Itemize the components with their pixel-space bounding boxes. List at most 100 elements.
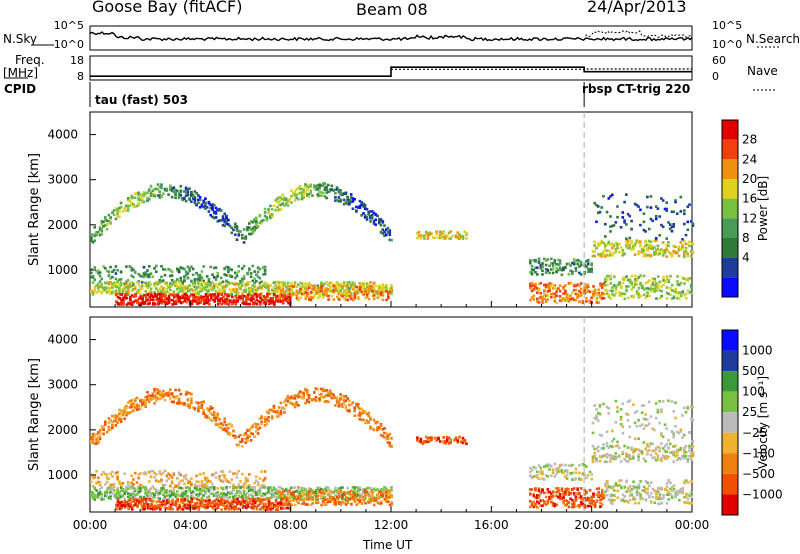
velocity-panel-cell	[288, 489, 292, 493]
velocity-panel-cell	[143, 507, 146, 511]
velocity-panel-cell	[139, 483, 142, 487]
velocity-panel-cell	[348, 410, 351, 413]
velocity-panel-cell	[325, 497, 329, 501]
power-panel-cell	[186, 190, 190, 194]
power-panel-cell	[293, 199, 297, 202]
velocity-panel-cell	[211, 501, 215, 504]
power-panel-cell	[249, 286, 253, 290]
power-panel-cell	[541, 297, 544, 300]
power-panel-cell	[639, 251, 642, 254]
power-panel-cell	[258, 267, 262, 271]
velocity-panel-cell	[328, 389, 332, 392]
velocity-panel-cell	[225, 486, 228, 489]
velocity-panel-cell	[155, 473, 158, 476]
power-panel-frame	[89, 111, 693, 308]
power-panel-cell	[530, 281, 534, 285]
power-panel-cell	[262, 301, 266, 305]
power-panel-cell	[346, 281, 349, 284]
power-panel-cell	[170, 274, 174, 277]
velocity-panel-cell	[334, 489, 337, 492]
power-panel-cell	[567, 282, 571, 285]
power-panel-cell	[586, 270, 590, 273]
velocity-panel-cell	[167, 497, 170, 500]
power-panel-cell	[176, 288, 179, 291]
power-panel-cell	[560, 273, 564, 276]
velocity-panel-cell	[344, 496, 348, 499]
power-panel-cell	[632, 295, 635, 299]
power-panel-cell	[630, 239, 633, 243]
power-panel-cell	[269, 301, 273, 305]
velocity-panel-cell	[181, 402, 184, 405]
velocity-panel-cell	[107, 425, 111, 429]
power-panel-cell	[302, 190, 306, 193]
power-panel-cell	[270, 292, 274, 295]
velocity-panel-cell	[214, 416, 218, 420]
power-panel-cell	[153, 267, 156, 270]
power-panel-cell	[298, 184, 302, 188]
power-panel-cell	[169, 293, 173, 296]
power-panel-cell	[390, 289, 394, 293]
power-panel-cell	[336, 295, 339, 299]
power-panel-cell	[190, 200, 193, 203]
power-panel-cell	[370, 210, 374, 213]
velocity-panel-cell	[165, 490, 169, 494]
velocity-panel-cell	[163, 495, 167, 498]
power-panel-cell	[147, 275, 151, 279]
power-panel-cell	[198, 282, 202, 286]
velocity-panel-cell	[152, 505, 155, 509]
nave-right-tick: 0	[712, 70, 719, 83]
power-panel-cell	[263, 281, 267, 285]
power-panel-cell	[281, 287, 285, 290]
power-panel-cell	[139, 295, 143, 298]
power-panel-cell	[253, 225, 256, 229]
velocity-panel-cell	[363, 421, 367, 425]
velocity-panel-cell	[232, 505, 236, 508]
power-panel-cell	[255, 288, 258, 292]
power-panel-cell	[529, 284, 532, 288]
velocity-panel-cell	[142, 402, 146, 405]
velocity-panel-cell	[255, 422, 258, 426]
velocity-panel-cell	[135, 405, 139, 409]
power-panel-cell	[337, 190, 341, 194]
velocity-panel-cell	[128, 411, 132, 414]
velocity-panel-cell	[281, 494, 285, 498]
power-panel-cell	[604, 284, 607, 287]
power-panel-cell	[190, 288, 193, 291]
velocity-panel-cell	[130, 508, 134, 511]
power-panel-cell	[539, 281, 543, 285]
power-panel-cell	[183, 288, 186, 292]
velocity-panel-cell	[130, 500, 134, 504]
velocity-panel-cell	[141, 497, 144, 501]
power-panel-cell	[228, 267, 232, 271]
velocity-panel-cell	[197, 409, 200, 413]
velocity-panel-cell	[274, 495, 277, 499]
power-panel-cell	[255, 293, 259, 296]
power-panel-cell	[648, 287, 651, 291]
power-panel-cell	[283, 291, 286, 294]
power-panel-cell	[607, 197, 611, 200]
power-panel-cell	[112, 284, 116, 287]
power-panel-cell	[626, 241, 630, 244]
velocity-panel-cell	[102, 432, 105, 436]
power-panel-cell	[374, 223, 377, 226]
power-panel-cell	[548, 287, 551, 290]
velocity-panel-cell	[151, 392, 155, 396]
power-panel-cell	[665, 201, 668, 204]
power-panel-cell	[258, 281, 262, 285]
power-panel-cell	[529, 286, 532, 290]
velocity-panel-cell	[91, 432, 95, 436]
velocity-panel-cell	[344, 395, 348, 398]
power-panel-cell	[223, 267, 226, 270]
velocity-panel-cell	[212, 416, 216, 420]
power-panel-cell	[299, 288, 302, 291]
power-panel-cell	[672, 244, 675, 248]
power-panel-cell	[451, 234, 454, 238]
velocity-panel-cell	[192, 506, 195, 510]
power-panel-cell	[297, 290, 300, 294]
velocity-panel-cell	[335, 401, 339, 404]
velocity-panel-cell	[136, 505, 139, 508]
power-panel-cell	[234, 282, 237, 285]
velocity-panel-cell	[162, 393, 165, 397]
velocity-panel-cell	[279, 491, 283, 494]
velocity-panel-cell	[216, 495, 219, 499]
